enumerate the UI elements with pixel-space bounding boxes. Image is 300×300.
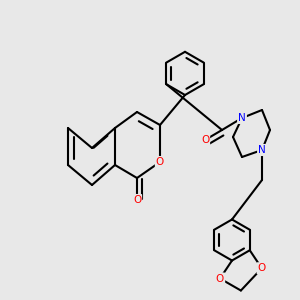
Text: O: O <box>156 157 164 167</box>
Text: O: O <box>216 274 224 284</box>
Text: N: N <box>258 145 266 155</box>
Text: O: O <box>201 135 209 145</box>
Text: N: N <box>238 113 246 123</box>
Text: O: O <box>258 263 266 273</box>
Text: O: O <box>133 195 141 205</box>
